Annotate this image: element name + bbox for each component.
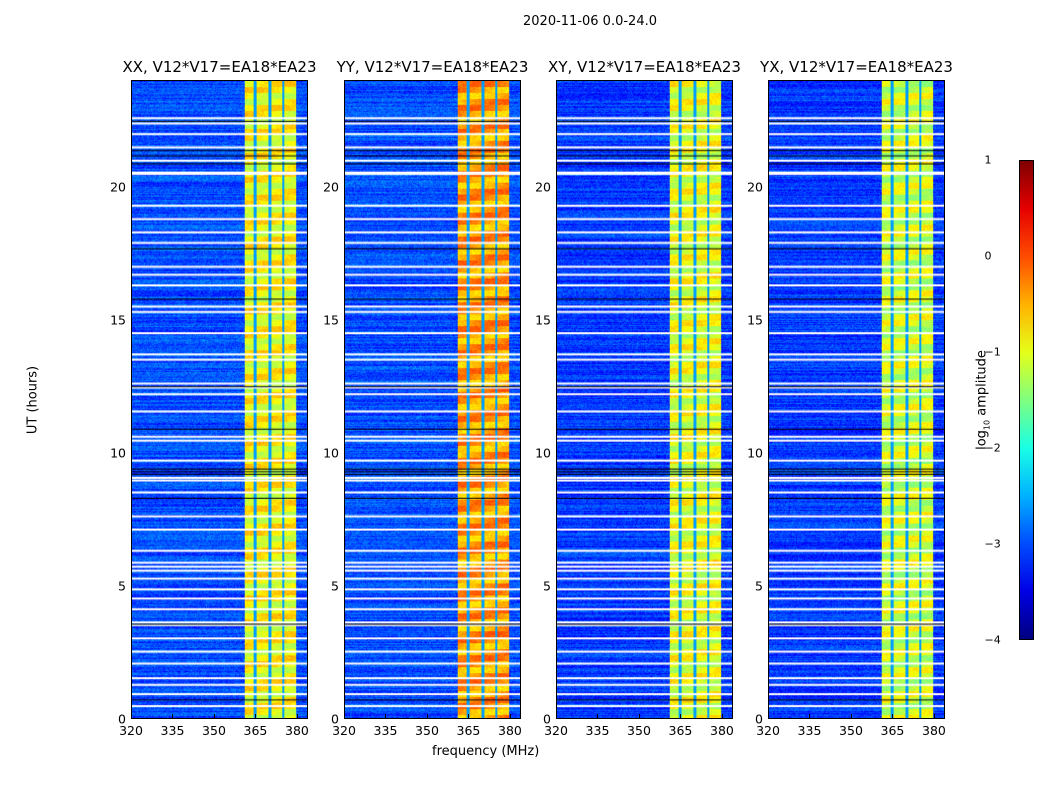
x-tick-mark — [468, 714, 470, 719]
x-tick-mark — [721, 714, 723, 719]
panel-title: XY, V12*V17=EA18*EA23 — [548, 58, 741, 76]
y-tick-label: 15 — [747, 312, 763, 328]
x-tick-label: 320 — [544, 723, 568, 738]
y-tick-label: 15 — [535, 312, 551, 328]
x-tick-label: 320 — [119, 723, 143, 738]
panel-title: YY, V12*V17=EA18*EA23 — [336, 58, 529, 76]
x-tick-label: 365 — [668, 723, 693, 738]
y-tick-label: 5 — [543, 578, 551, 594]
colorbar-label-sub: 10 — [982, 419, 992, 431]
x-tick-label: 380 — [710, 723, 734, 738]
panel-title: XX, V12*V17=EA18*EA23 — [122, 58, 317, 76]
x-tick-mark — [296, 714, 298, 719]
y-axis-label: UT (hours) — [25, 365, 41, 435]
colorbar-tick-label: 1 — [984, 153, 992, 167]
x-tick-mark — [809, 714, 811, 719]
colorbar-tick-label: 0 — [984, 249, 992, 263]
panel-title: YX, V12*V17=EA18*EA23 — [760, 58, 953, 76]
x-tick-label: 320 — [756, 723, 780, 738]
x-tick-mark — [680, 714, 682, 719]
y-tick-label: 5 — [755, 578, 763, 594]
y-tick-label: 0 — [543, 711, 551, 727]
x-tick-mark — [131, 714, 132, 719]
x-tick-label: 350 — [202, 723, 226, 738]
x-tick-mark — [172, 714, 174, 719]
panel-yx: YX, V12*V17=EA18*EA23 320 335 350 365 380 0 5 1… — [747, 58, 953, 738]
y-tick-label: 5 — [118, 578, 126, 594]
x-tick-mark — [426, 714, 428, 719]
colorbar — [1019, 160, 1034, 640]
x-tick-label: 320 — [332, 723, 356, 738]
x-tick-label: 365 — [456, 723, 481, 738]
x-tick-mark — [597, 714, 599, 719]
x-tick-mark — [509, 714, 511, 719]
x-tick-label: 335 — [585, 723, 610, 738]
y-tick-label: 15 — [323, 312, 339, 328]
x-tick-mark — [556, 714, 557, 719]
y-tick-label: 15 — [110, 312, 126, 328]
colorbar-label-rest: amplitude — [974, 350, 990, 420]
colorbar-label: log10 amplitude — [975, 350, 992, 450]
y-tick-label: 20 — [323, 179, 339, 194]
x-tick-mark — [892, 714, 894, 719]
heatmap-xy — [556, 80, 733, 719]
x-tick-mark — [638, 714, 640, 719]
colorbar-tick-label: −4 — [984, 633, 1001, 647]
x-tick-label: 335 — [373, 723, 398, 738]
x-tick-mark — [850, 714, 852, 719]
y-tick-label: 10 — [323, 445, 339, 461]
y-tick-label: 10 — [110, 445, 126, 461]
x-tick-mark — [255, 714, 257, 719]
x-tick-mark — [213, 714, 215, 719]
x-tick-label: 365 — [243, 723, 268, 738]
colorbar-tick-label: −2 — [984, 441, 1001, 455]
heatmap-yx — [768, 80, 945, 719]
panel-yy: YY, V12*V17=EA18*EA23 320 335 350 365 380 0 5 1… — [323, 58, 528, 738]
y-tick-label: 20 — [535, 179, 551, 194]
colorbar-tick-label: −1 — [984, 345, 1001, 359]
panel-xx: XX, V12*V17=EA18*EA23 320 335 350 365 380 0 5 1… — [110, 58, 316, 738]
y-tick-label: 0 — [755, 711, 763, 727]
x-tick-label: 350 — [415, 723, 439, 738]
x-tick-mark — [768, 714, 769, 719]
y-tick-label: 10 — [747, 445, 763, 461]
x-tick-label: 350 — [627, 723, 651, 738]
x-tick-label: 365 — [880, 723, 905, 738]
y-tick-label: 0 — [331, 711, 339, 727]
x-tick-mark — [344, 714, 345, 719]
y-tick-label: 20 — [747, 179, 763, 194]
x-tick-label: 380 — [498, 723, 522, 738]
x-tick-label: 380 — [922, 723, 946, 738]
colorbar-tick-label: −3 — [984, 537, 1001, 551]
x-tick-mark — [933, 714, 935, 719]
figure-title: 2020-11-06 0.0-24.0 — [523, 14, 657, 29]
y-tick-label: 20 — [110, 179, 126, 194]
x-tick-mark — [385, 714, 387, 719]
x-tick-label: 335 — [797, 723, 822, 738]
x-tick-label: 350 — [839, 723, 863, 738]
y-tick-label: 5 — [331, 578, 339, 594]
x-tick-label: 335 — [160, 723, 185, 738]
panel-xy: XY, V12*V17=EA18*EA23 320 335 350 365 380 0 5 1… — [535, 58, 741, 738]
x-tick-label: 380 — [285, 723, 309, 738]
heatmap-xx — [131, 80, 308, 719]
heatmap-yy — [344, 80, 521, 719]
y-tick-label: 0 — [118, 711, 126, 727]
x-axis-label: frequency (MHz) — [432, 744, 540, 759]
y-tick-label: 10 — [535, 445, 551, 461]
